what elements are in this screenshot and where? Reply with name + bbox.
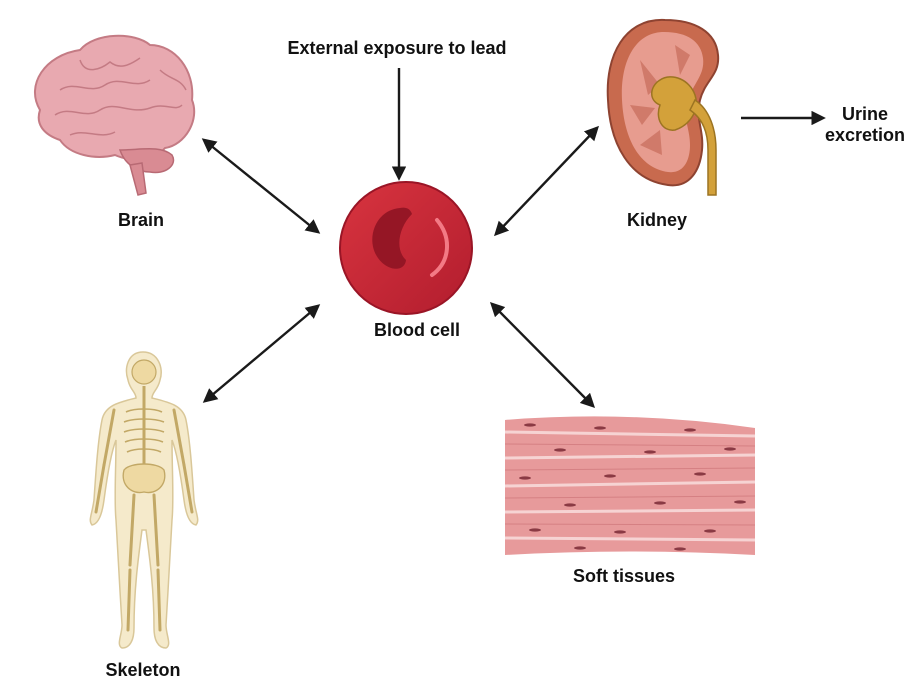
arrow-soft-blood [489,301,596,409]
arrow-kidney-blood [494,125,599,237]
brain-label: Brain [117,210,165,230]
blood-cell-icon [339,181,473,315]
urine-excretion-label: Urine excretion [824,104,906,145]
arrows [201,68,826,409]
skeleton-icon [89,351,199,649]
muscle-tissue-icon [505,416,755,555]
skeleton-label: Skeleton [105,660,181,680]
arrow-brain-blood [201,138,321,234]
external-exposure-label: External exposure to lead [287,38,507,58]
kidney-icon [606,18,720,196]
brain-icon [34,34,196,196]
arrow-skeleton-blood [202,304,321,403]
blood-cell-label: Blood cell [373,320,461,340]
kidney-label: Kidney [626,210,688,230]
soft-tissues-label: Soft tissues [572,566,676,586]
